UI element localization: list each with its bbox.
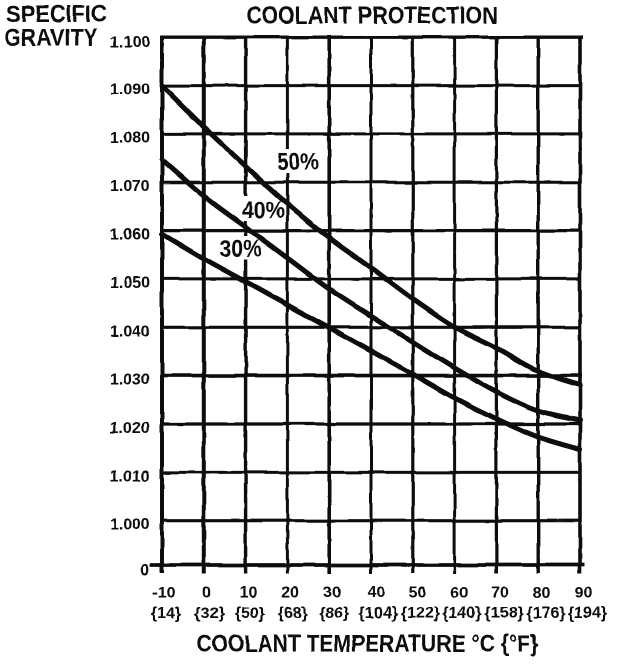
svg-text:1.100: 1.100 [110,35,150,52]
svg-text:{32}: {32} [194,605,224,622]
svg-text:90: 90 [575,585,593,602]
svg-text:50%: 50% [277,149,319,176]
svg-text:60: 60 [450,585,468,602]
svg-text:80: 80 [533,585,551,602]
svg-text:70: 70 [491,585,509,602]
svg-text:1.050: 1.050 [110,275,150,292]
svg-text:30: 30 [323,585,341,602]
svg-text:30%: 30% [220,236,263,263]
svg-text:{14}: {14} [151,605,181,622]
svg-text:50: 50 [409,585,427,602]
svg-text:1.020: 1.020 [110,420,150,437]
svg-text:1.060: 1.060 [110,227,150,244]
svg-text:SPECIFIC: SPECIFIC [6,1,107,28]
svg-text:{140}: {140} [442,605,481,622]
svg-text:GRAVITY: GRAVITY [5,25,98,52]
svg-text:40: 40 [367,585,385,602]
svg-text:1.030: 1.030 [110,372,150,389]
svg-text:{86}: {86} [319,605,349,622]
svg-text:10: 10 [240,585,258,602]
svg-text:{50}: {50} [235,605,265,622]
svg-text:COOLANT PROTECTION: COOLANT PROTECTION [247,3,498,30]
svg-text:1.090: 1.090 [110,82,150,99]
svg-text:1.040: 1.040 [110,323,150,340]
svg-text:1.000: 1.000 [110,517,150,534]
svg-text:1.010: 1.010 [110,468,150,485]
svg-text:{104}: {104} [358,605,397,622]
svg-text:0: 0 [141,562,150,579]
svg-text:0: 0 [202,585,211,602]
svg-text:{176}: {176} [526,605,565,622]
svg-text:20: 20 [282,585,300,602]
svg-text:-10: -10 [152,585,175,602]
svg-text:{158}: {158} [484,605,523,622]
svg-text:40%: 40% [242,197,285,224]
svg-text:1.080: 1.080 [110,130,150,147]
svg-text:{68}: {68} [277,605,307,622]
svg-text:COOLANT TEMPERATURE °C {°F}: COOLANT TEMPERATURE °C {°F} [197,631,539,658]
svg-text:{122}: {122} [400,605,439,622]
svg-text:{194}: {194} [568,605,607,622]
svg-text:1.070: 1.070 [110,178,150,195]
